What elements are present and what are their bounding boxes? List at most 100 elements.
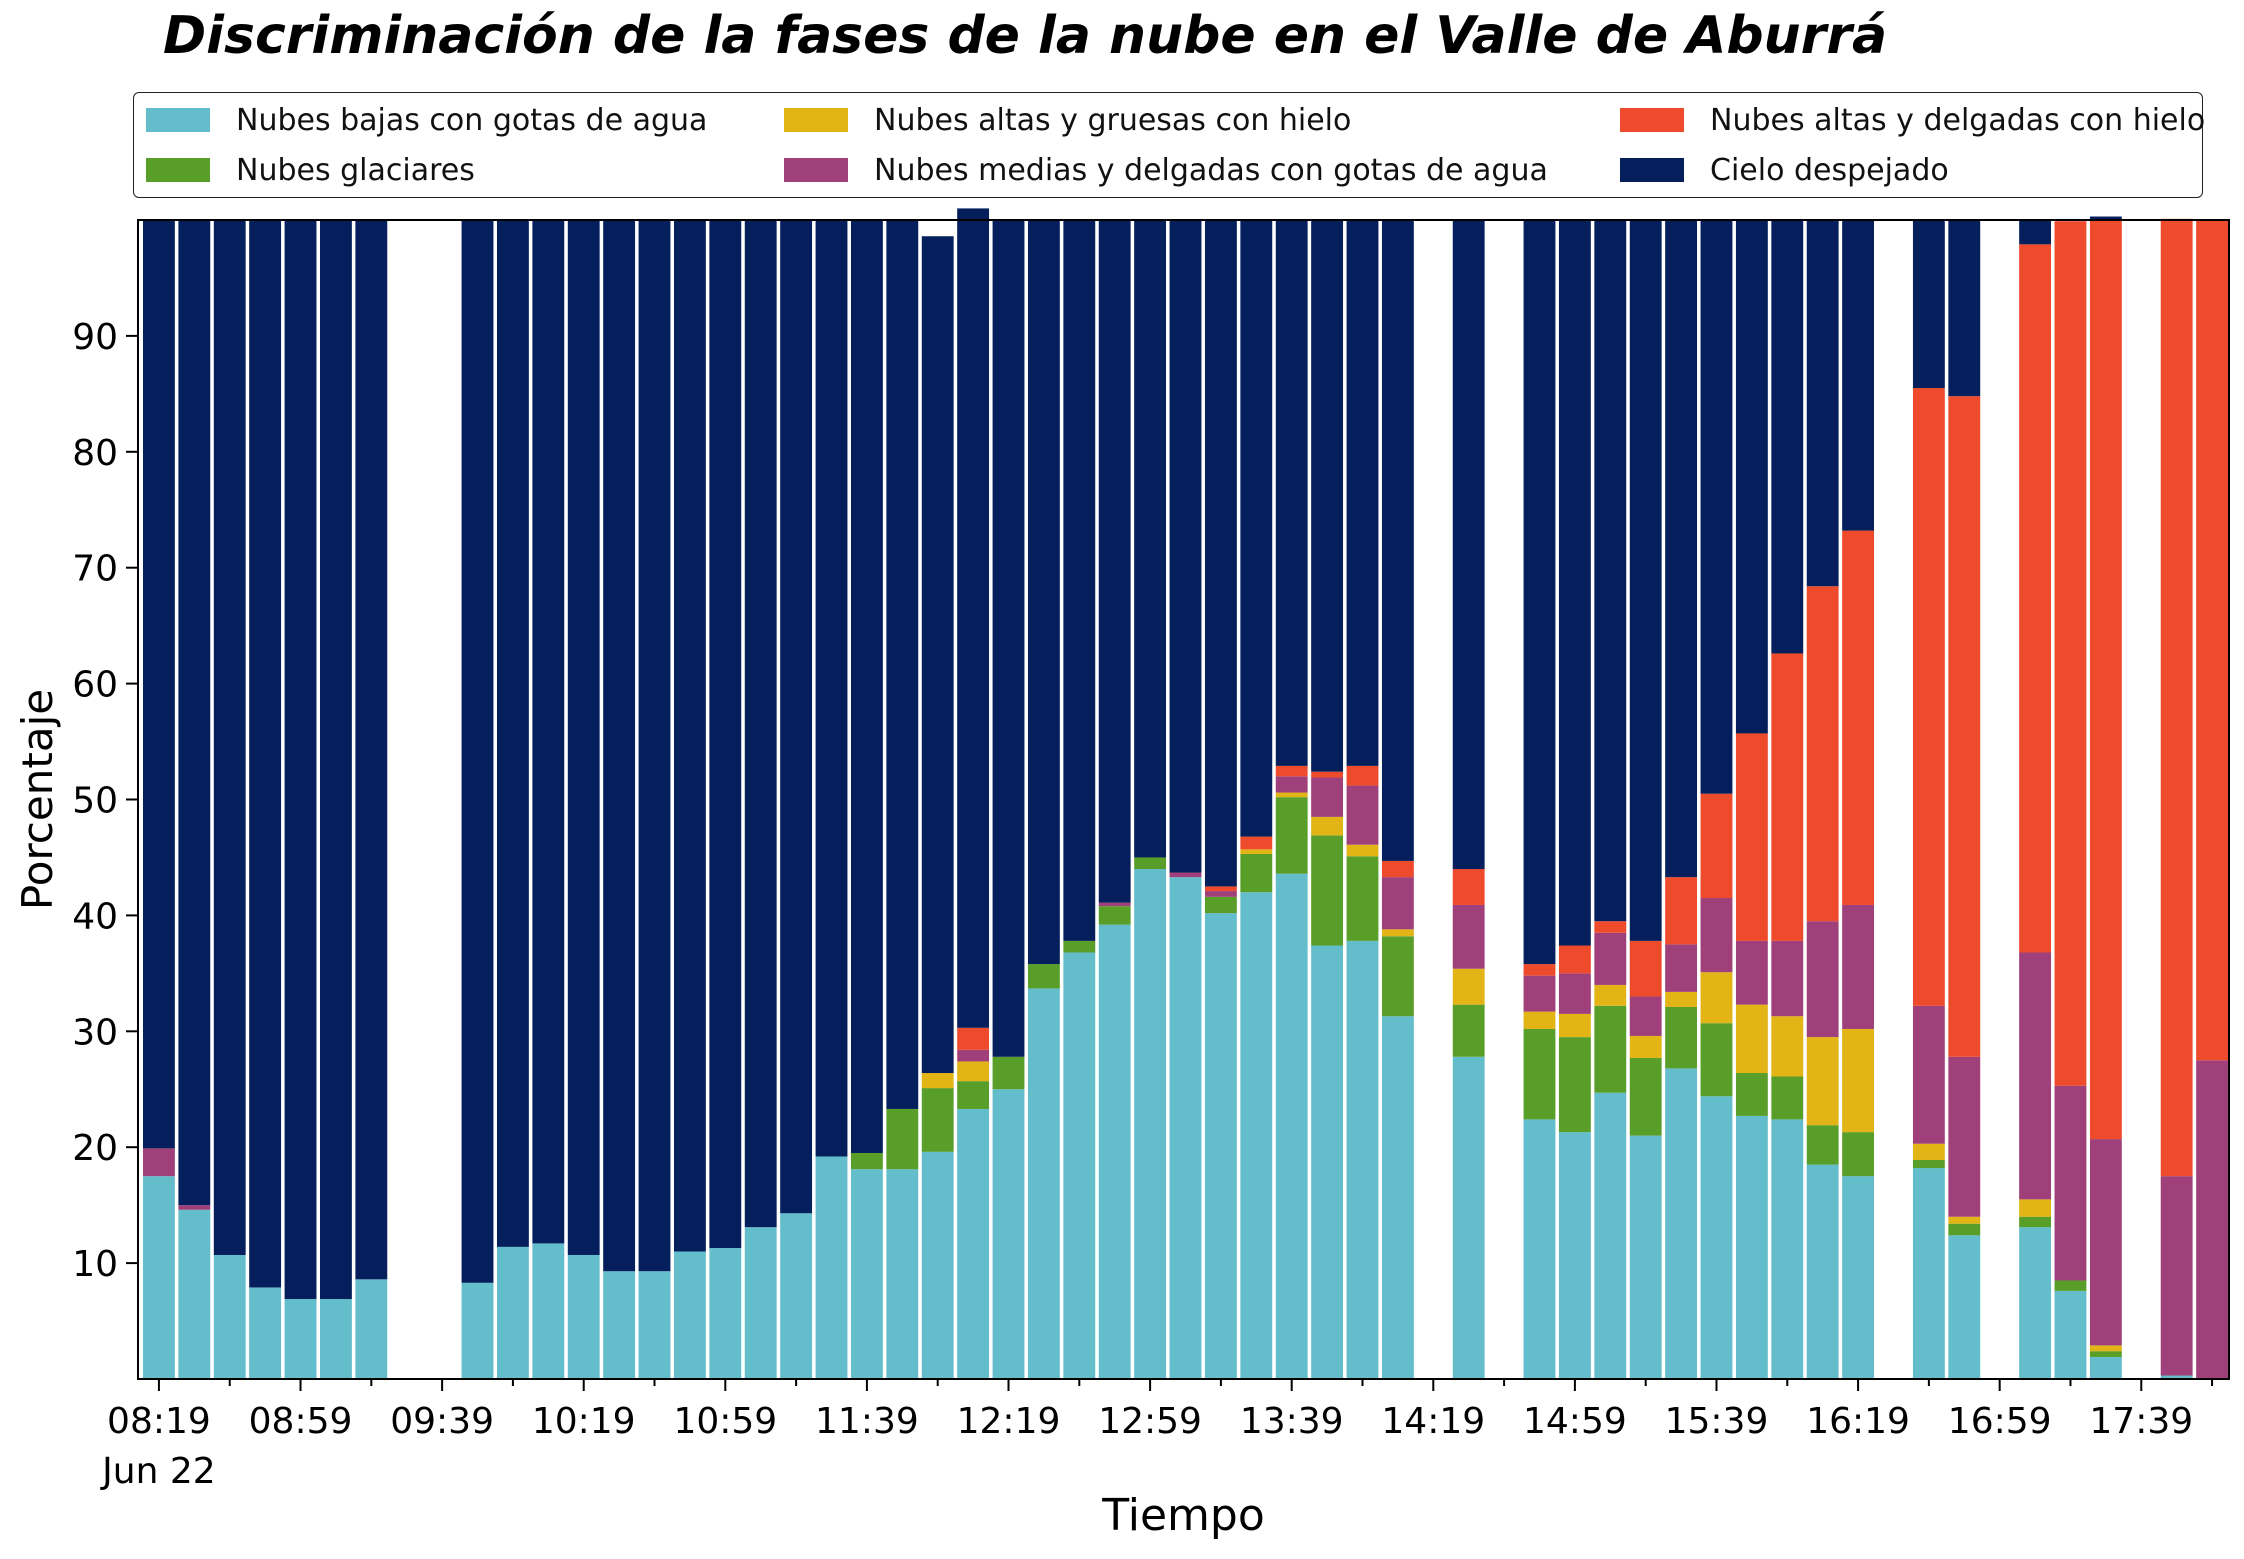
legend-swatch xyxy=(146,158,210,182)
bar-segment xyxy=(1735,1115,1768,1379)
bar-segment xyxy=(1629,1057,1662,1136)
bar-segment xyxy=(1346,940,1379,1379)
bar-segment xyxy=(1629,220,1662,941)
bar-segment xyxy=(1806,1164,1839,1379)
bar-segment xyxy=(2160,1176,2193,1376)
bar-segment xyxy=(1452,869,1485,905)
bar-segment xyxy=(2054,1290,2087,1379)
bar-segment xyxy=(1098,924,1131,1379)
bar-segment xyxy=(1806,1125,1839,1165)
bar-segment xyxy=(1240,836,1273,850)
bar-segment xyxy=(1381,860,1414,878)
bar-segment xyxy=(780,1213,813,1379)
bar-segment xyxy=(2019,1216,2052,1228)
bar-segment xyxy=(1275,220,1308,766)
bar-segment xyxy=(284,1299,317,1379)
bar-segment xyxy=(744,220,777,1228)
x-axis: 08:19 Jun 22 08:59 09:39 10:19 10:59 11:39 12:1… xyxy=(100,1379,2214,1492)
bar-segment xyxy=(1735,220,1768,734)
bar-segment xyxy=(2054,1280,2087,1291)
bar-segment xyxy=(1063,220,1096,941)
bar-segment xyxy=(1665,991,1698,1007)
bar-segment xyxy=(178,1209,211,1379)
bar-segment xyxy=(957,1049,990,1062)
bar-segment xyxy=(496,1246,529,1379)
bar-segment xyxy=(2019,952,2052,1200)
bar-segment xyxy=(1346,856,1379,941)
y-axis-label: Porcentaje xyxy=(13,689,62,910)
x-tick-label: 10:59 xyxy=(673,1401,777,1442)
bar-segment xyxy=(355,1279,388,1379)
bar-segment xyxy=(1311,220,1344,772)
bar-segment xyxy=(1311,816,1344,836)
bar-segment xyxy=(1594,1092,1627,1379)
bar-segment xyxy=(1912,220,1945,389)
bar-segment xyxy=(1204,220,1237,887)
bar-segment xyxy=(850,1152,883,1170)
bar-segment xyxy=(1381,929,1414,937)
bar-segment xyxy=(461,220,494,1283)
bar-segment xyxy=(1063,940,1096,953)
x-tick-label: 09:39 xyxy=(390,1401,494,1442)
bar-segment xyxy=(1700,1096,1733,1379)
bar-segment xyxy=(1665,220,1698,878)
bar-segment xyxy=(603,1271,636,1379)
bar-segment xyxy=(1134,857,1167,870)
bar-segment xyxy=(1558,220,1591,946)
bar-segment xyxy=(1948,1235,1981,1379)
bar-segment xyxy=(1098,902,1131,907)
x-tick-label: 14:19 xyxy=(1381,1401,1485,1442)
y-tick-label: 30 xyxy=(72,1012,118,1053)
bar-segment xyxy=(1452,904,1485,969)
bar-segment xyxy=(1240,853,1273,893)
bar-segment xyxy=(1558,1013,1591,1038)
bar-segment xyxy=(1842,1132,1875,1177)
x-tick-label: 12:19 xyxy=(957,1401,1061,1442)
bar-segment xyxy=(1452,220,1485,870)
y-axis: 10 20 30 40 50 60 70 80 90 xyxy=(72,317,138,1285)
bar-segment xyxy=(1134,869,1167,1379)
bar-segment xyxy=(1806,586,1839,922)
bar-segment xyxy=(1629,1135,1662,1379)
bar-segment xyxy=(1275,776,1308,793)
bar-segment xyxy=(1700,972,1733,1024)
bar-segment xyxy=(1948,1216,1981,1224)
bar-segment xyxy=(1523,1028,1556,1120)
bar-segment xyxy=(2196,1060,2228,1379)
bar-segment xyxy=(673,220,706,1252)
bar-segment xyxy=(1806,921,1839,1038)
bar-segment xyxy=(921,1073,954,1089)
bar-segment xyxy=(1169,872,1202,878)
bar-segment xyxy=(2089,1356,2122,1379)
legend-swatch xyxy=(1620,108,1684,132)
bar-segment xyxy=(1665,1006,1698,1069)
bar-segment xyxy=(2089,216,2122,220)
bar-segment xyxy=(1771,653,1804,941)
bar-segment xyxy=(319,220,352,1300)
bar-segment xyxy=(673,1251,706,1379)
bar-segment xyxy=(143,220,175,1149)
legend-swatch xyxy=(146,108,210,132)
bar-segment xyxy=(1912,388,1945,1006)
bar-segment xyxy=(1346,220,1379,766)
bar-segment xyxy=(1027,220,1060,965)
legend-item: Cielo despejado xyxy=(1620,150,1949,190)
bar-segment xyxy=(1204,896,1237,914)
legend-swatch xyxy=(1620,158,1684,182)
bar-segment xyxy=(992,1056,1025,1090)
bar-segment xyxy=(2160,1375,2193,1379)
bar-segment xyxy=(1700,793,1733,899)
bar-segment xyxy=(1735,1004,1768,1074)
bar-segment xyxy=(1629,1035,1662,1058)
bar-segment xyxy=(1735,733,1768,941)
bar-segment xyxy=(2054,221,2087,1086)
bar-segment xyxy=(638,220,671,1272)
legend-label: Nubes altas y delgadas con hielo xyxy=(1710,102,2206,138)
bar-segment xyxy=(957,1061,990,1082)
bar-segment xyxy=(1240,220,1273,837)
y-tick-label: 50 xyxy=(72,781,118,822)
bar-segment xyxy=(1700,898,1733,973)
bar-segment xyxy=(2089,1351,2122,1357)
bar-segment xyxy=(178,220,211,1206)
y-tick-label: 60 xyxy=(72,665,118,706)
